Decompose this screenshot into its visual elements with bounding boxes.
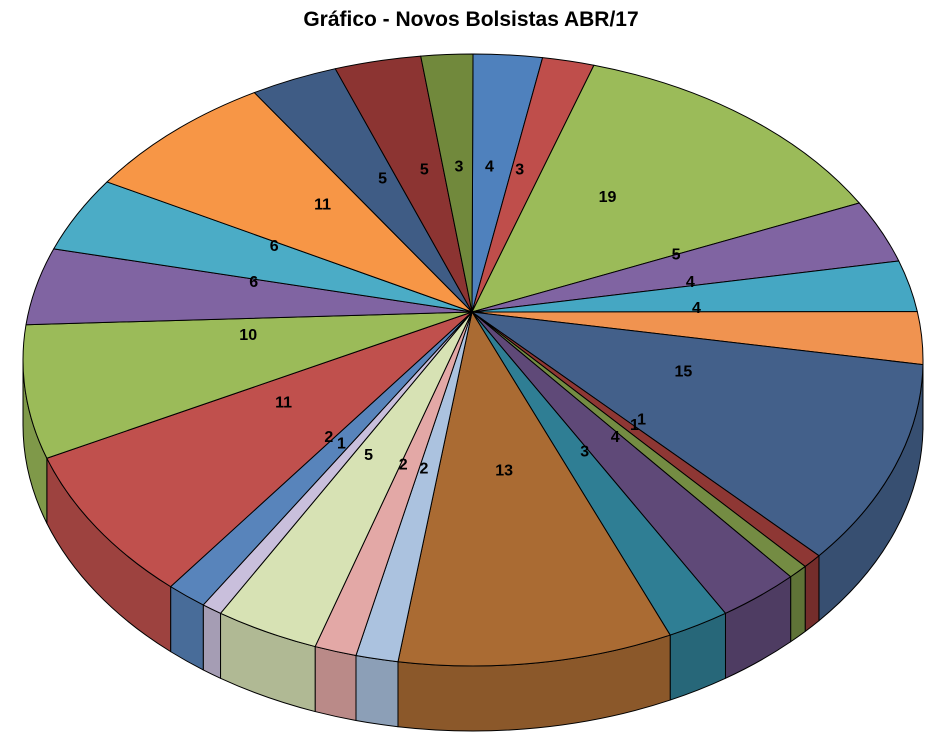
slice-label-2: 3 (515, 161, 524, 178)
slice-label-1: 4 (485, 158, 494, 175)
pie-slice-7 (471, 311, 924, 557)
slice-label-8: 1 (637, 412, 646, 429)
slice-label-5: 4 (686, 274, 695, 291)
slice-label-6: 4 (692, 300, 701, 317)
pie-slice-25 (420, 53, 474, 313)
slice-label-21: 6 (270, 238, 279, 255)
slice-label-4: 5 (672, 247, 681, 264)
pie-slice-12 (397, 311, 671, 667)
slice-label-19: 10 (239, 327, 257, 344)
chart-title: Gráfico - Novos Bolsistas ABR/17 (303, 8, 639, 31)
slice-label-22: 11 (314, 197, 331, 214)
slice-label-20: 6 (249, 274, 258, 291)
slice-label-3: 19 (599, 189, 617, 206)
pie-slice-side-14 (314, 646, 357, 721)
pie-slice-19 (22, 311, 473, 459)
slice-label-23: 5 (378, 171, 387, 188)
slice-label-24: 5 (420, 161, 429, 178)
pie-slice-3 (471, 64, 860, 313)
pie-slice-side-16 (202, 604, 222, 679)
slice-label-7: 15 (674, 363, 692, 380)
pie-slice-side-8 (804, 555, 820, 632)
slice-label-18: 11 (275, 395, 292, 412)
slice-label-15: 5 (364, 447, 373, 464)
slice-label-13: 2 (419, 460, 428, 477)
pie-slice-side-9 (790, 565, 806, 643)
slice-label-9: 1 (630, 417, 639, 434)
pie-slice-18 (46, 311, 473, 588)
slice-label-16: 1 (337, 436, 346, 453)
slice-label-25: 3 (454, 158, 463, 175)
slice-label-12: 13 (495, 462, 513, 479)
slice-label-14: 2 (399, 457, 408, 474)
slice-label-10: 4 (611, 429, 620, 446)
pie-slice-22 (106, 92, 473, 313)
slice-label-17: 2 (324, 429, 333, 446)
pie-slice-side-13 (355, 654, 399, 728)
slice-label-11: 3 (580, 443, 589, 460)
